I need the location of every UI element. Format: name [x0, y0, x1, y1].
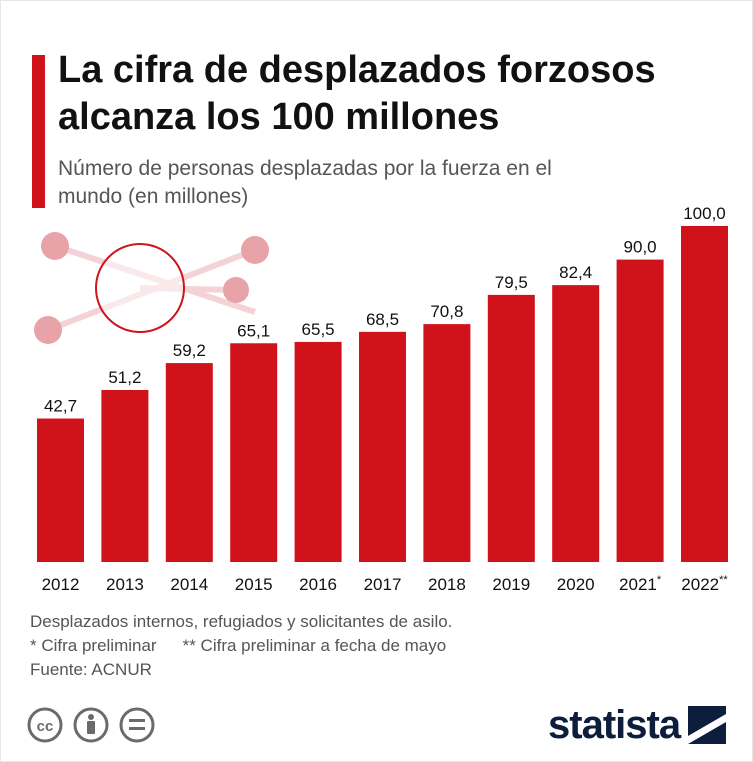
bars-group: 42,7 2012 51,2 2013 59,2 2014 65,1 2015 65,5 2016… — [37, 204, 728, 594]
decoration-ring — [95, 243, 185, 333]
x-tick-2020: 2020 — [557, 575, 595, 594]
x-tick-2017: 2017 — [364, 575, 402, 594]
chart-title: La cifra de desplazados forzosos alcanza… — [58, 49, 656, 138]
bar-chart: 42,7 2012 51,2 2013 59,2 2014 65,1 2015 65,5 2016… — [34, 204, 728, 594]
bar-2019 — [487, 294, 535, 562]
value-label-2021: 90,0 — [624, 238, 657, 257]
x-tick-2022: 2022** — [681, 574, 728, 594]
statista-logo-icon — [688, 706, 727, 744]
cc-icon[interactable]: cc — [27, 707, 63, 743]
footnote-preliminary: * Cifra preliminar ** Cifra preliminar a … — [30, 634, 730, 658]
value-label-2022: 100,0 — [683, 204, 726, 223]
bar-2021 — [616, 259, 664, 562]
bar-2017 — [359, 331, 406, 562]
footnote-preliminary-b: ** Cifra preliminar a fecha de mayo — [182, 636, 447, 655]
footnote-preliminary-a: * Cifra preliminar — [30, 636, 157, 655]
decoration-node — [241, 236, 269, 264]
attribution-icon[interactable] — [73, 707, 109, 743]
license-icons: cc — [27, 707, 155, 743]
value-label-2015: 65,1 — [237, 321, 270, 340]
statista-logo[interactable]: statista — [548, 703, 727, 747]
svg-text:cc: cc — [37, 718, 54, 735]
footnote-description: Desplazados internos, refugiados y solic… — [30, 612, 453, 631]
x-tick-2012: 2012 — [42, 575, 80, 594]
value-label-2019: 79,5 — [495, 273, 528, 292]
value-label-2014: 59,2 — [173, 341, 206, 360]
bar-2018 — [423, 324, 471, 562]
logo-text: statista — [548, 703, 681, 747]
bar-2013 — [101, 389, 149, 562]
x-tick-2021: 2021* — [619, 574, 662, 594]
value-label-2018: 70,8 — [430, 302, 463, 321]
footnotes: Desplazados internos, refugiados y solic… — [30, 610, 730, 682]
x-tick-2013: 2013 — [106, 575, 144, 594]
x-tick-2019: 2019 — [492, 575, 530, 594]
footnote-source: Fuente: ACNUR — [30, 660, 152, 679]
x-tick-mark-2022: ** — [719, 574, 728, 586]
x-tick-2014: 2014 — [170, 575, 208, 594]
bar-2022 — [681, 226, 728, 562]
value-label-2016: 65,5 — [302, 320, 335, 339]
value-label-2012: 42,7 — [44, 397, 77, 416]
x-tick-2016: 2016 — [299, 575, 337, 594]
bar-2020 — [552, 285, 600, 562]
value-label-2017: 68,5 — [366, 310, 399, 329]
decoration-node — [34, 316, 62, 344]
no-derivatives-icon[interactable] — [119, 707, 155, 743]
network-decoration — [34, 232, 269, 344]
x-tick-mark-2021: * — [657, 574, 662, 586]
x-tick-2018: 2018 — [428, 575, 466, 594]
decoration-node — [41, 232, 69, 260]
chart-subtitle: Número de personas desplazadas por la fu… — [58, 157, 552, 208]
title-accent-bar — [32, 55, 45, 208]
bar-2012 — [37, 418, 84, 562]
bar-2014 — [165, 363, 213, 562]
value-label-2013: 51,2 — [108, 368, 141, 387]
bar-2016 — [294, 341, 342, 562]
decoration-node — [223, 277, 249, 303]
x-tick-2015: 2015 — [235, 575, 273, 594]
bar-2015 — [230, 343, 278, 562]
value-label-2020: 82,4 — [559, 263, 592, 282]
